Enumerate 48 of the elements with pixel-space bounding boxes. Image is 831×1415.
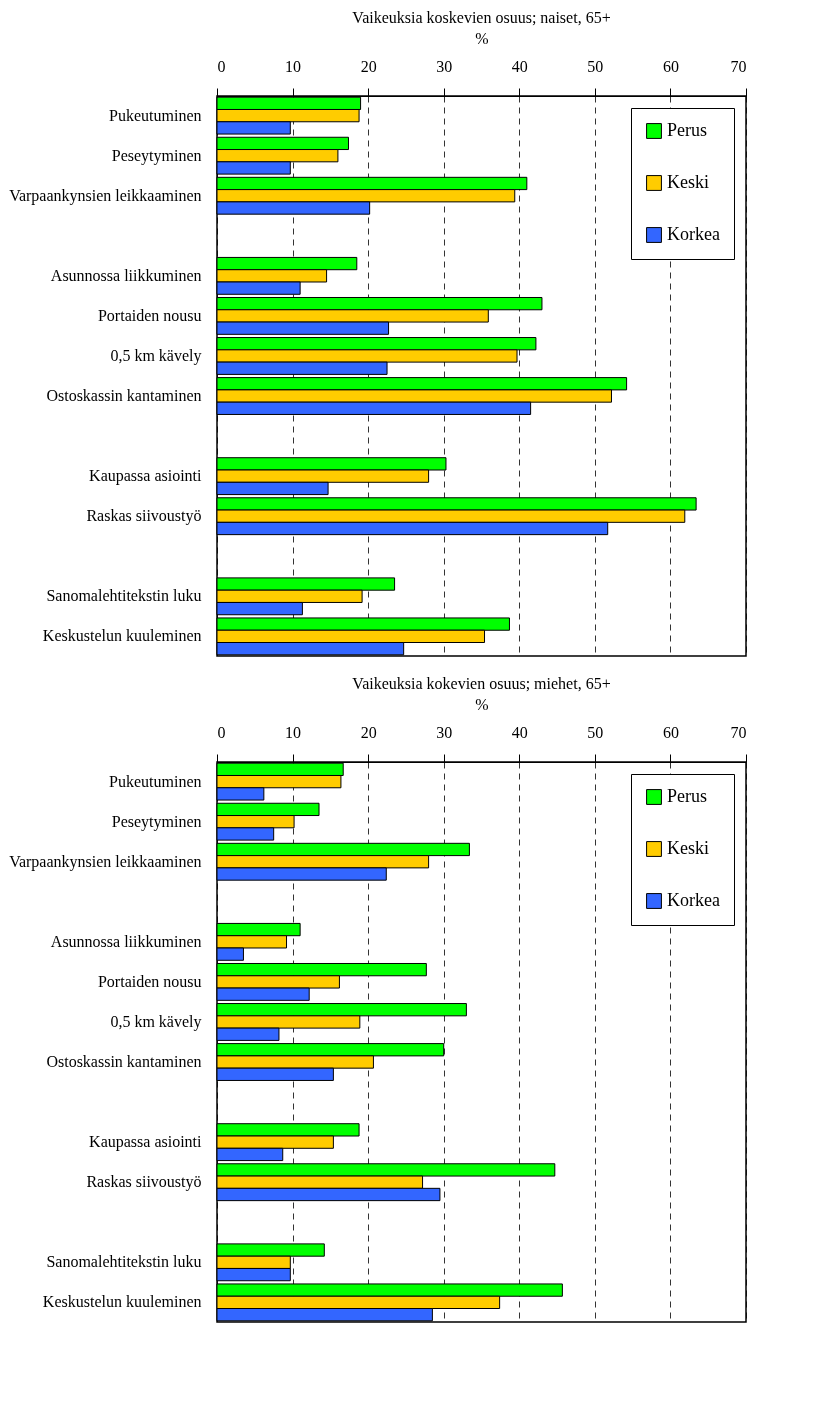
x-tick-label: 20 <box>360 57 377 75</box>
y-tick-label: Kaupassa asiointi <box>89 1133 203 1152</box>
chart-title: Vaikeuksia koskevien osuus; naiset, 65+ <box>352 9 611 26</box>
x-tick-label: 10 <box>285 723 302 741</box>
y-tick-label: 0,5 km kävely <box>110 1012 202 1031</box>
y-tick-label: Raskas siivoustyö <box>86 1173 202 1192</box>
y-tick-label: Kaupassa asiointi <box>89 467 203 486</box>
y-tick-label: Peseytyminen <box>111 812 202 831</box>
legend-label: Keski <box>667 172 709 192</box>
y-tick-label: Ostoskassin kantaminen <box>46 1053 202 1071</box>
y-tick-label: Sanomalehtitekstin luku <box>46 1253 202 1271</box>
x-tick-label: 0 <box>217 723 226 741</box>
y-tick-label: Keskustelun kuuleminen <box>42 1293 202 1311</box>
x-axis-title: % <box>475 29 489 47</box>
x-tick-label: 40 <box>511 57 528 75</box>
y-tick-label: Asunnossa liikkuminen <box>50 932 202 950</box>
x-tick-label: 20 <box>360 723 377 741</box>
x-tick-label: 70 <box>730 723 747 741</box>
x-axis-title: % <box>475 695 489 713</box>
x-tick-label: 50 <box>587 723 604 741</box>
x-tick-label: 40 <box>511 723 528 741</box>
x-tick-label: 70 <box>730 57 747 75</box>
x-tick-label: 30 <box>436 57 453 75</box>
legend-label: Keski <box>667 838 709 858</box>
y-tick-label: Asunnossa liikkuminen <box>50 266 202 284</box>
y-tick-label: 0,5 km kävely <box>110 346 202 365</box>
x-tick-label: 30 <box>436 723 453 741</box>
x-tick-label: 10 <box>285 57 302 75</box>
legend-label: Perus <box>667 786 707 806</box>
legend-label: Korkea <box>667 224 720 244</box>
chart-title: Vaikeuksia kokevien osuus; miehet, 65+ <box>352 675 611 692</box>
y-tick-label: Sanomalehtitekstin luku <box>46 587 202 605</box>
y-tick-label: Portaiden nousu <box>97 306 202 324</box>
y-tick-label: Peseytyminen <box>111 146 202 165</box>
x-tick-label: 60 <box>662 723 679 741</box>
x-tick-label: 60 <box>662 57 679 75</box>
y-tick-label: Portaiden nousu <box>97 972 202 990</box>
legend-label: Korkea <box>667 890 720 910</box>
y-tick-label: Raskas siivoustyö <box>86 507 202 526</box>
y-tick-label: Pukeutuminen <box>109 106 202 124</box>
y-tick-label: Keskustelun kuuleminen <box>42 627 202 645</box>
x-tick-label: 50 <box>587 57 604 75</box>
x-tick-label: 0 <box>217 57 226 75</box>
legend-label: Perus <box>667 120 707 140</box>
y-tick-label: Ostoskassin kantaminen <box>46 387 202 405</box>
y-tick-label: Varpaankynsien leikkaaminen <box>9 186 202 205</box>
y-tick-label: Pukeutuminen <box>109 772 202 790</box>
y-tick-label: Varpaankynsien leikkaaminen <box>9 852 202 871</box>
